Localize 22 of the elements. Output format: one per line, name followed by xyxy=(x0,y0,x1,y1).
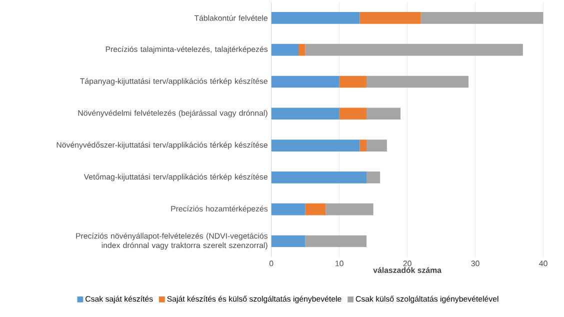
bar xyxy=(271,235,306,248)
bar xyxy=(366,76,468,88)
bar xyxy=(366,171,380,184)
bar xyxy=(271,108,340,120)
bar xyxy=(271,203,306,216)
bar xyxy=(298,44,306,56)
bar xyxy=(360,139,367,152)
bar xyxy=(305,203,326,216)
bar xyxy=(271,139,360,152)
bar xyxy=(271,12,360,24)
bar xyxy=(271,76,340,88)
bar xyxy=(360,12,421,24)
bar xyxy=(305,44,523,56)
bar xyxy=(305,235,367,248)
bar xyxy=(271,44,299,56)
bar xyxy=(339,108,367,120)
bar xyxy=(326,203,374,216)
bar xyxy=(339,76,367,88)
bar xyxy=(366,139,387,152)
bar xyxy=(420,12,544,24)
bar xyxy=(271,171,367,184)
bar xyxy=(366,108,401,120)
